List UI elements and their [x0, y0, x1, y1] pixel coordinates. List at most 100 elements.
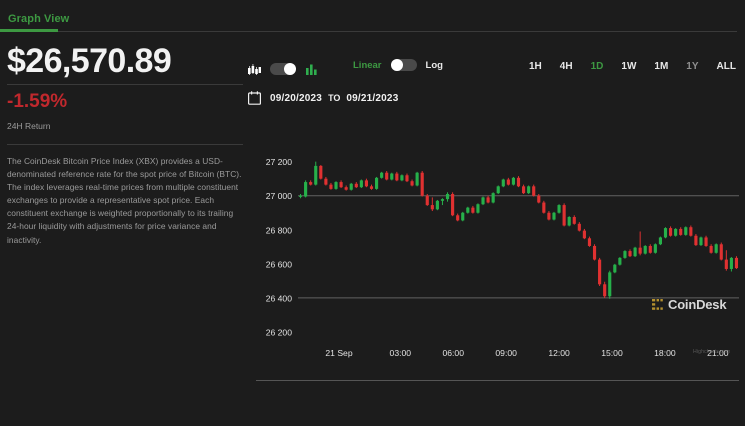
date-range-picker[interactable]: 09/20/2023 TO 09/21/2023	[248, 91, 398, 105]
candlestick	[542, 200, 546, 214]
candlestick	[410, 179, 414, 187]
date-to[interactable]: 09/21/2023	[346, 92, 399, 104]
x-axis-tick-label: 12:00	[548, 348, 570, 358]
candlestick	[456, 213, 460, 222]
section-divider	[256, 380, 739, 381]
scale-toggle[interactable]	[390, 59, 417, 71]
candlestick	[587, 236, 592, 247]
candlestick	[339, 180, 343, 189]
change-percent: -1.59%	[7, 91, 68, 112]
candlestick	[440, 198, 445, 206]
y-axis-tick-label: 26 800	[266, 225, 293, 235]
candlestick	[709, 244, 713, 254]
candlestick	[643, 245, 647, 255]
candlestick	[415, 171, 419, 187]
tab-bar: Graph View	[0, 0, 745, 33]
candlestick	[344, 185, 348, 191]
candlestick	[592, 244, 597, 261]
chart-svg[interactable]: 27 200 27 000 26 800 26 600 26 400 26 200 21 S…	[250, 140, 745, 370]
candlestick	[314, 161, 318, 186]
candlestick	[516, 176, 521, 188]
candlestick	[577, 222, 581, 232]
date-from[interactable]: 09/20/2023	[270, 92, 323, 104]
candlestick	[648, 244, 652, 254]
scale-control: Linear Log	[353, 59, 443, 71]
coindesk-logo-icon	[651, 298, 664, 311]
candlestick	[374, 176, 379, 190]
candlestick	[380, 171, 384, 179]
candlestick	[359, 179, 363, 189]
range-button-1h[interactable]: 1H	[520, 59, 551, 74]
range-button-all[interactable]: ALL	[708, 59, 745, 74]
candlestick	[567, 216, 571, 227]
index-description: The CoinDesk Bitcoin Price Index (XBX) p…	[7, 156, 242, 245]
range-button-4h[interactable]: 4H	[551, 59, 582, 74]
candlestick	[527, 185, 531, 194]
candlestick	[684, 226, 688, 236]
y-axis-tick-label: 26 400	[266, 293, 293, 303]
candlestick	[425, 194, 429, 206]
range-selector: 1H 4H 1D 1W 1M 1Y ALL	[520, 59, 745, 74]
candlestick	[537, 194, 541, 204]
range-button-1d[interactable]: 1D	[582, 59, 613, 74]
candlestick	[329, 182, 333, 190]
candlestick	[618, 257, 622, 266]
candlestick	[476, 203, 480, 214]
candlestick	[638, 231, 642, 256]
candlestick	[486, 195, 490, 204]
date-to-label: TO	[328, 93, 341, 103]
x-axis-tick-label: 06:00	[442, 348, 464, 358]
coindesk-watermark: CoinDesk	[651, 297, 727, 312]
candlestick	[674, 228, 678, 237]
candlestick	[582, 228, 586, 240]
candlestick	[445, 192, 450, 202]
candlestick	[628, 249, 632, 258]
change-period-label: 24H Return	[7, 121, 51, 131]
candlestick	[395, 171, 399, 182]
candlestick	[729, 257, 733, 272]
scale-log-label[interactable]: Log	[425, 59, 443, 71]
chart-type-toggle[interactable]	[270, 63, 296, 75]
candlestick	[521, 184, 526, 194]
range-button-1w[interactable]: 1W	[612, 59, 645, 74]
candlestick	[400, 174, 404, 182]
candlestick	[734, 256, 739, 269]
candlestick	[420, 171, 424, 197]
divider-bottom	[7, 144, 243, 145]
candlestick	[572, 215, 576, 225]
y-axis-tick-label: 27 200	[266, 157, 293, 167]
candlestick-icon[interactable]	[248, 63, 261, 75]
range-button-1m[interactable]: 1M	[645, 59, 677, 74]
candlestick	[511, 176, 516, 186]
tab-graph-view[interactable]: Graph View	[8, 13, 70, 25]
candlestick	[557, 204, 561, 214]
candlestick	[658, 236, 663, 246]
scale-linear-label[interactable]: Linear	[353, 59, 382, 71]
candlestick	[724, 250, 728, 271]
candlestick	[668, 226, 673, 237]
candlestick-chart[interactable]: 27 200 27 000 26 800 26 600 26 400 26 200 21 S…	[250, 140, 745, 370]
x-axis-tick-label: 15:00	[601, 348, 623, 358]
toggle-knob	[390, 59, 403, 71]
candlestick	[613, 263, 617, 274]
candlestick	[491, 192, 495, 204]
candlestick	[349, 182, 353, 191]
x-axis-tick-label: 21:00	[707, 348, 729, 358]
candlestick	[679, 227, 683, 236]
tab-underline-track	[0, 31, 737, 32]
range-button-1y[interactable]: 1Y	[677, 59, 707, 74]
candlestick	[390, 172, 394, 181]
candlestick	[547, 211, 551, 221]
candlestick	[324, 176, 328, 186]
candlestick	[633, 246, 637, 258]
x-axis-tick-label: 09:00	[495, 348, 517, 358]
candlestick	[334, 181, 338, 190]
candlestick	[719, 242, 723, 261]
candlestick	[532, 184, 536, 197]
candlestick	[466, 206, 470, 214]
candlestick	[354, 182, 358, 189]
bar-chart-icon[interactable]	[296, 64, 318, 75]
candlestick	[385, 171, 389, 181]
candlestick	[471, 205, 475, 214]
summary-panel: $26,570.89 -1.59% 24H Return The CoinDes…	[0, 33, 250, 333]
